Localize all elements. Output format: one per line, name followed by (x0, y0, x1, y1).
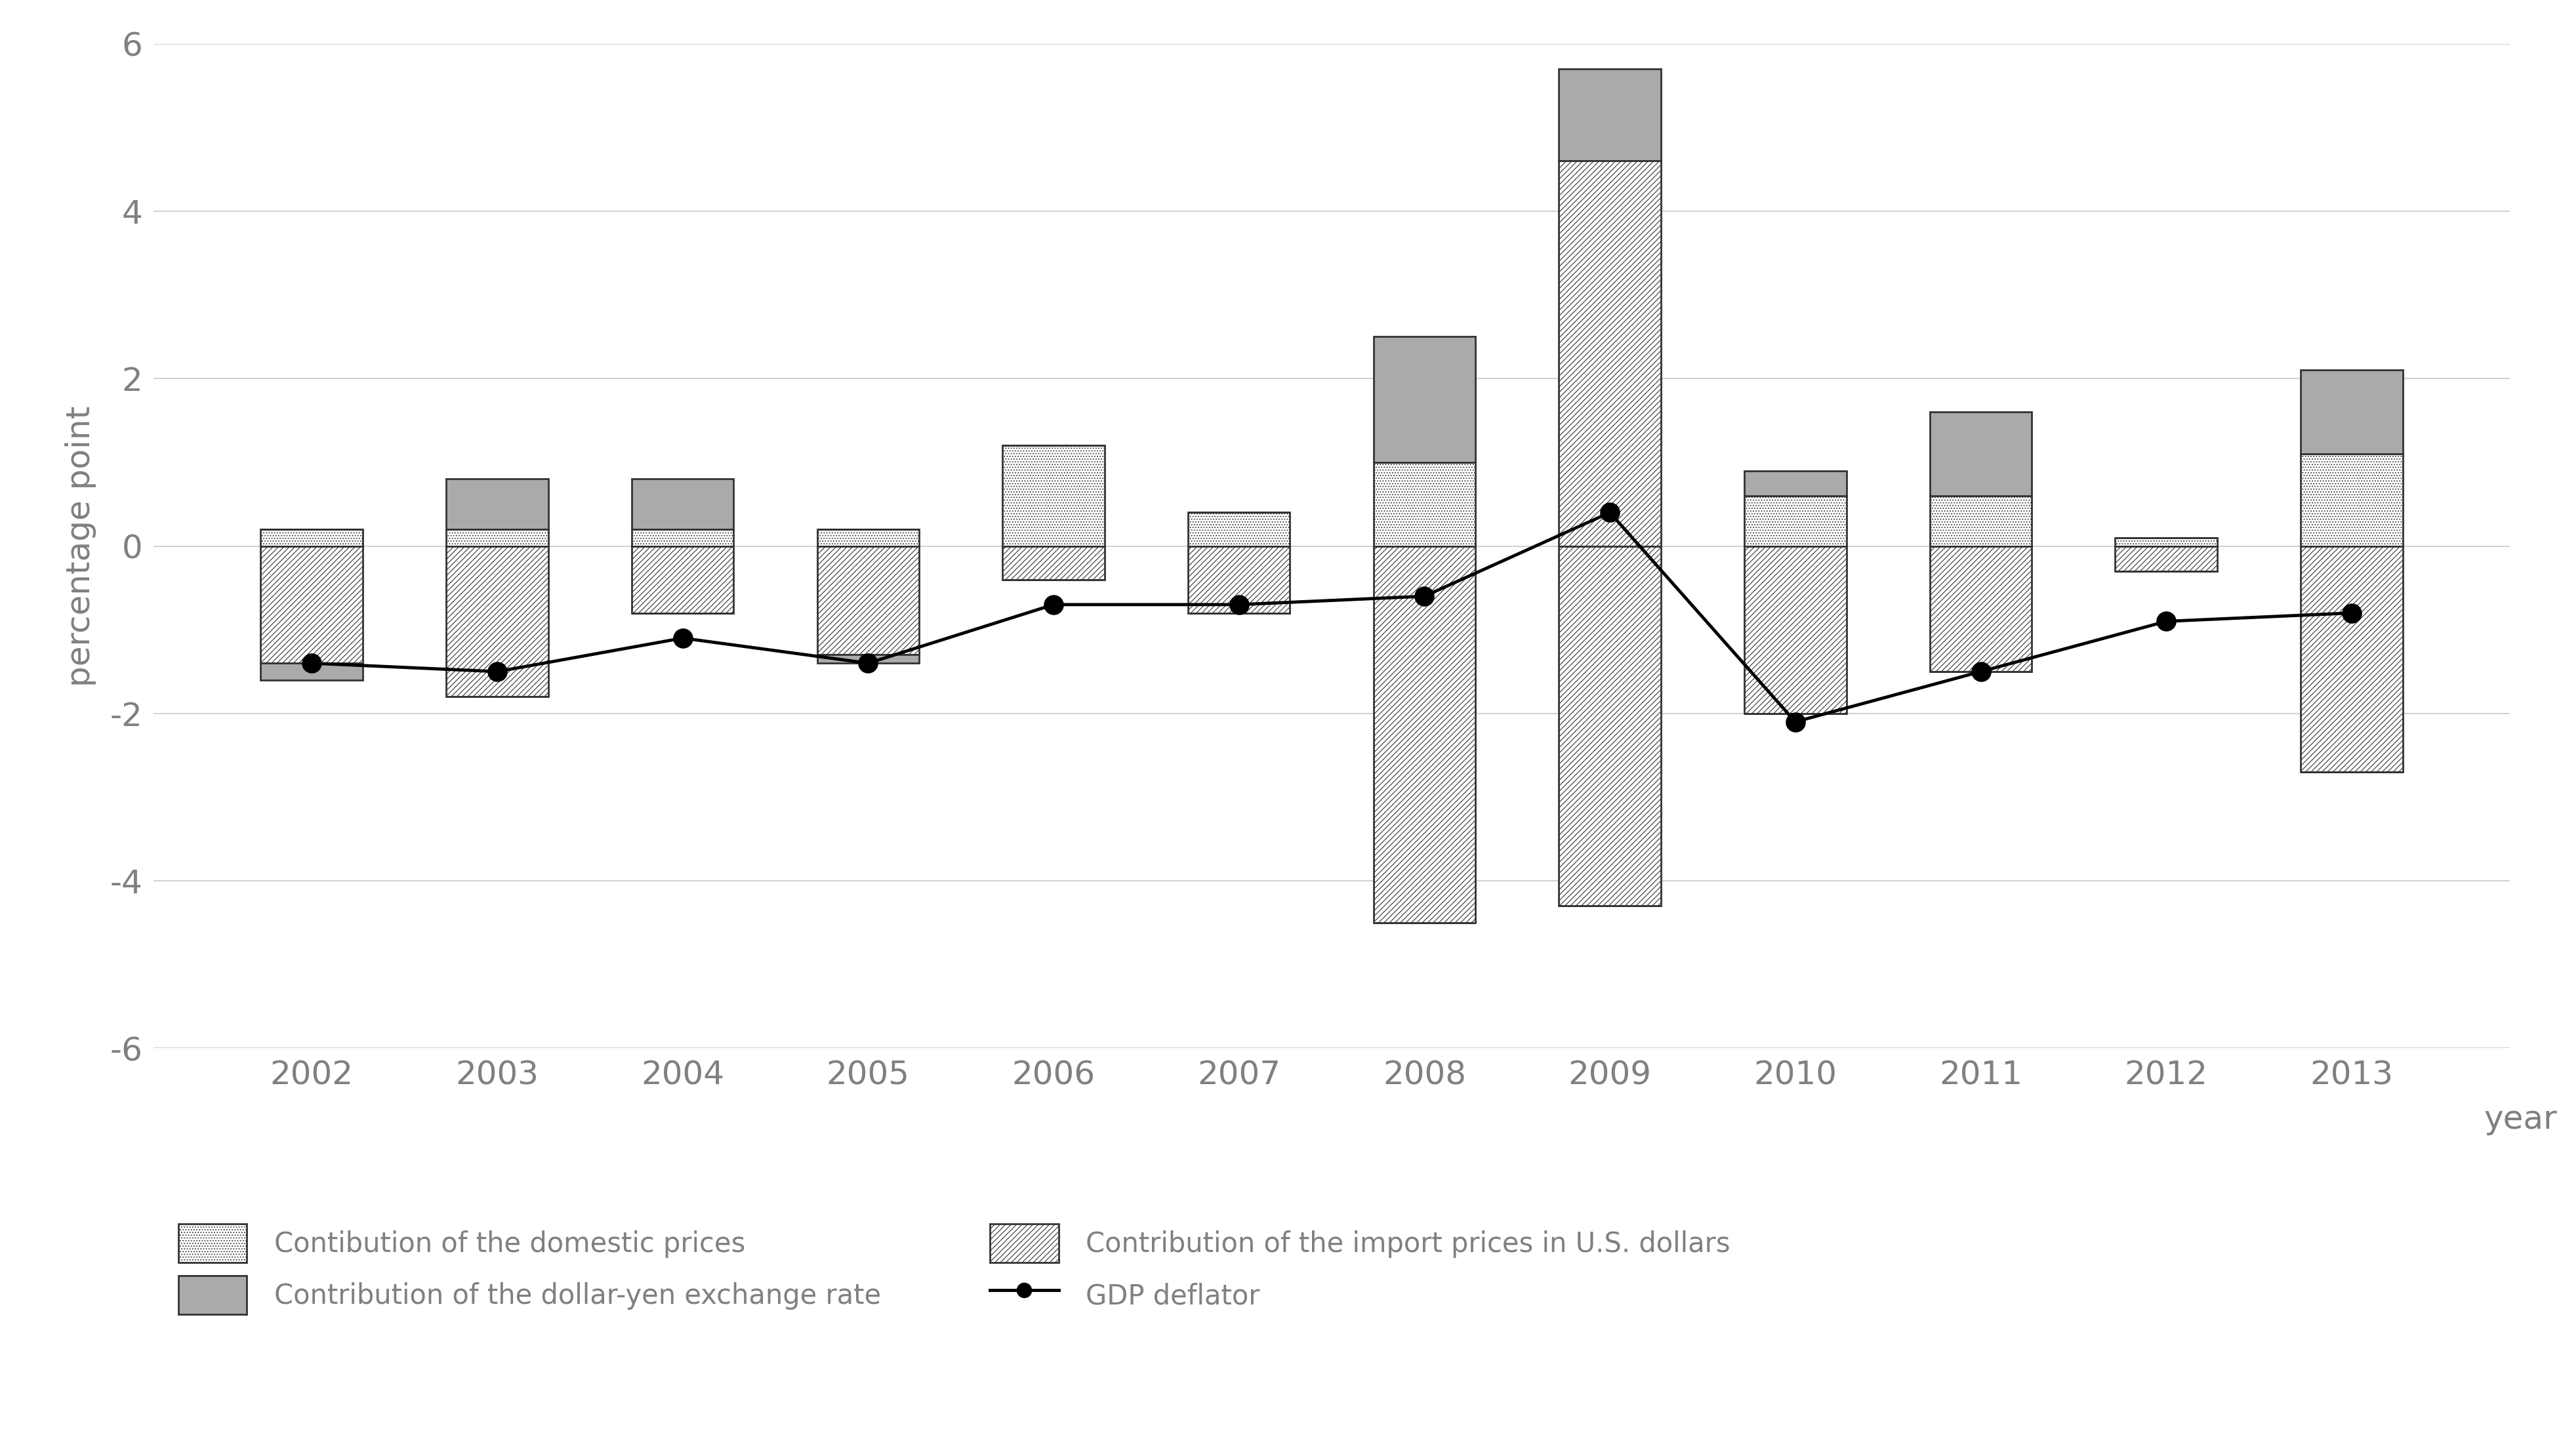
Bar (1744, 546, 1846, 713)
Bar (633, 530, 732, 546)
GDP deflator (1409, 587, 1439, 606)
Bar (1001, 446, 1104, 546)
GDP deflator (481, 662, 512, 680)
GDP deflator (1224, 596, 1255, 613)
Bar (1744, 470, 1846, 495)
GDP deflator (1964, 662, 1995, 680)
Bar (1188, 513, 1291, 546)
Bar (2115, 537, 2218, 546)
GDP deflator (2336, 604, 2366, 622)
Bar (817, 655, 919, 664)
Bar (446, 479, 548, 530)
Bar (261, 530, 364, 546)
GDP deflator (1596, 504, 1626, 521)
Bar (261, 546, 364, 664)
Bar (817, 530, 919, 546)
Bar (1560, 546, 1662, 906)
Bar (446, 530, 548, 546)
X-axis label: year: year (2484, 1104, 2556, 1136)
Bar (2300, 454, 2402, 546)
Bar (1373, 546, 1475, 923)
Bar (2300, 370, 2402, 454)
Bar (1373, 336, 1475, 462)
Bar (2300, 546, 2402, 772)
GDP deflator (668, 629, 699, 646)
GDP deflator (1780, 713, 1811, 731)
Bar (633, 479, 732, 530)
Bar (1373, 462, 1475, 546)
Legend: Contibution of the domestic prices, Contribution of the dollar-yen exchange rate: Contibution of the domestic prices, Cont… (166, 1213, 1741, 1325)
GDP deflator (1037, 596, 1068, 613)
Bar (1931, 495, 2031, 546)
Line: GDP deflator: GDP deflator (302, 504, 2361, 731)
Bar (1744, 495, 1846, 546)
Bar (1560, 160, 1662, 546)
Bar (261, 664, 364, 680)
Bar (2115, 546, 2218, 571)
Bar (1560, 68, 1662, 160)
GDP deflator (2151, 613, 2182, 630)
Bar (446, 546, 548, 697)
GDP deflator (853, 655, 884, 673)
Bar (1001, 546, 1104, 579)
Bar (1931, 546, 2031, 671)
GDP deflator (297, 655, 328, 673)
Bar (817, 546, 919, 655)
Bar (1931, 412, 2031, 495)
Bar (633, 546, 732, 613)
Y-axis label: percentage point: percentage point (64, 406, 97, 686)
Bar (1188, 546, 1291, 613)
